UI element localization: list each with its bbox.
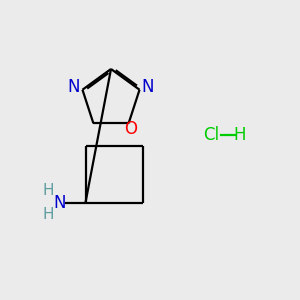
Text: Cl: Cl (203, 126, 220, 144)
Text: N: N (54, 194, 66, 211)
Text: H: H (42, 207, 54, 222)
Text: O: O (124, 120, 137, 138)
Text: N: N (142, 78, 154, 96)
Text: N: N (68, 78, 80, 96)
Text: H: H (42, 183, 54, 198)
Text: H: H (234, 126, 246, 144)
